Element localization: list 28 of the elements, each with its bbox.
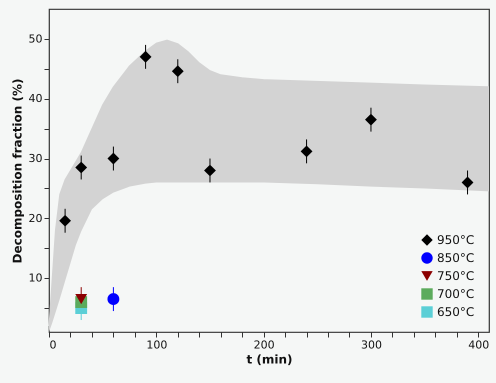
point (140, 50, 152, 63)
point (59, 214, 72, 227)
x-axis-title: t (min) (246, 352, 293, 366)
legend-label: 700°C (437, 287, 474, 301)
x-tick-label: 200 (254, 338, 275, 352)
point (75, 294, 88, 304)
x-tick-label: 400 (468, 338, 490, 352)
legend-label: 750°C (437, 269, 474, 283)
x-tick-label: 100 (146, 338, 168, 352)
point (462, 176, 474, 188)
legend-label: 950°C (437, 233, 474, 247)
legend-label: 850°C (437, 251, 474, 265)
y-tick-label: 10 (28, 272, 42, 285)
y-tick-label: 20 (28, 212, 42, 225)
y-axis-title: Decomposition fraction (%) (10, 78, 25, 264)
point (204, 164, 216, 176)
y-tick-label: 30 (28, 152, 42, 166)
x-tick-label: 300 (360, 338, 382, 352)
y-tick-label: 50 (28, 32, 42, 46)
point (107, 293, 120, 306)
point (365, 114, 377, 126)
y-tick-label: 40 (28, 92, 42, 106)
point (172, 65, 184, 78)
x-tick-label: 0 (50, 338, 56, 352)
point (107, 152, 120, 164)
point (300, 145, 312, 158)
legend-label: 650°C (437, 305, 474, 319)
point (75, 162, 88, 174)
